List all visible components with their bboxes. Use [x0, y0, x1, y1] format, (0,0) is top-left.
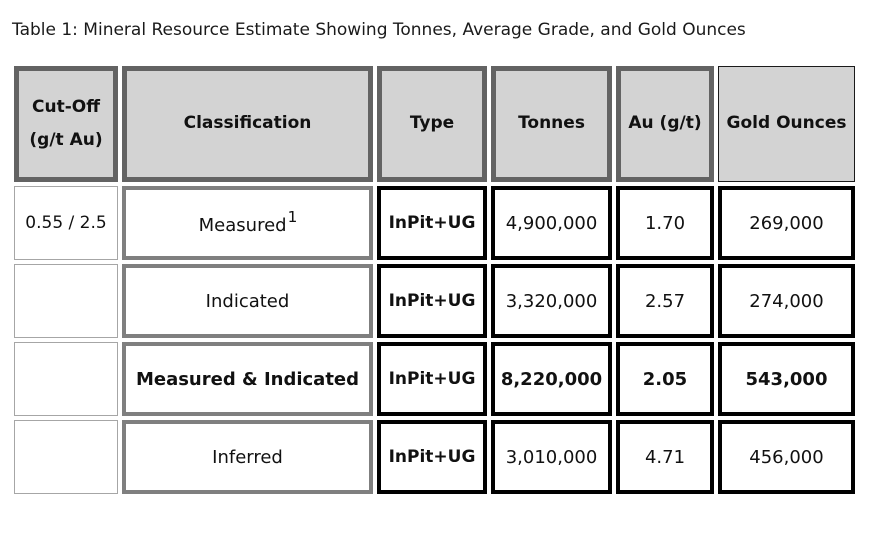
classification-label: Measured — [198, 215, 287, 236]
cell-classification: Inferred — [122, 420, 373, 494]
cell-gold-ounces: 274,000 — [718, 264, 855, 338]
table-row-indicated: Indicated InPit+UG 3,320,000 2.57 274,00… — [14, 264, 855, 338]
col-header-cutoff-line1: Cut-Off — [32, 96, 100, 117]
cell-au-grade: 2.05 — [616, 342, 714, 416]
mineral-resource-table: Cut-Off (g/t Au) Classification Type Ton… — [10, 62, 859, 498]
col-header-classification: Classification — [122, 66, 373, 182]
cell-classification: Measured & Indicated — [122, 342, 373, 416]
table-row-measured: 0.55 / 2.5 Measured1 InPit+UG 4,900,000 … — [14, 186, 855, 260]
cell-type: InPit+UG — [377, 186, 487, 260]
header-row: Cut-Off (g/t Au) Classification Type Ton… — [14, 66, 855, 182]
cell-gold-ounces: 269,000 — [718, 186, 855, 260]
cell-au-grade: 2.57 — [616, 264, 714, 338]
cell-tonnes: 3,320,000 — [491, 264, 612, 338]
cell-au-grade: 4.71 — [616, 420, 714, 494]
cell-classification: Indicated — [122, 264, 373, 338]
col-header-au-grade: Au (g/t) — [616, 66, 714, 182]
cell-type: InPit+UG — [377, 342, 487, 416]
cell-gold-ounces: 543,000 — [718, 342, 855, 416]
table-caption: Table 1: Mineral Resource Estimate Showi… — [12, 20, 746, 40]
cell-au-grade: 1.70 — [616, 186, 714, 260]
cell-tonnes: 4,900,000 — [491, 186, 612, 260]
table-row-measured-indicated: Measured & Indicated InPit+UG 8,220,000 … — [14, 342, 855, 416]
cell-cutoff — [14, 264, 118, 338]
footnote-marker: 1 — [287, 208, 298, 226]
cell-tonnes: 3,010,000 — [491, 420, 612, 494]
cell-tonnes: 8,220,000 — [491, 342, 612, 416]
table-row-inferred: Inferred InPit+UG 3,010,000 4.71 456,000 — [14, 420, 855, 494]
cell-type: InPit+UG — [377, 264, 487, 338]
col-header-cutoff-line2: (g/t Au) — [29, 130, 103, 150]
col-header-gold-ounces: Gold Ounces — [718, 66, 855, 182]
cell-cutoff — [14, 342, 118, 416]
cell-cutoff: 0.55 / 2.5 — [14, 186, 118, 260]
col-header-tonnes: Tonnes — [491, 66, 612, 182]
cell-type: InPit+UG — [377, 420, 487, 494]
cell-cutoff — [14, 420, 118, 494]
col-header-cutoff: Cut-Off (g/t Au) — [14, 66, 118, 182]
cell-gold-ounces: 456,000 — [718, 420, 855, 494]
cell-classification: Measured1 — [122, 186, 373, 260]
col-header-type: Type — [377, 66, 487, 182]
